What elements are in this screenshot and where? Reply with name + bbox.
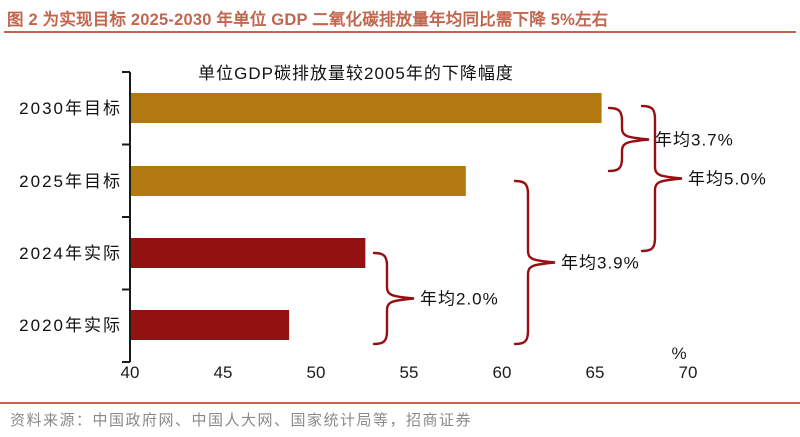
y-axis xyxy=(122,71,131,363)
category-label: 2024年实际 xyxy=(19,244,122,263)
category-label: 2020年实际 xyxy=(19,316,122,335)
x-axis-tick-label: 50 xyxy=(307,363,326,382)
annotation-label: 年均5.0% xyxy=(688,170,767,189)
brace-annotation xyxy=(640,104,683,253)
x-axis-tick-label: 40 xyxy=(121,363,140,382)
x-axis-tick-label: 60 xyxy=(493,363,512,382)
bar-2024年实际 xyxy=(131,238,366,268)
x-axis-tick-label: 45 xyxy=(214,363,233,382)
brace-annotation xyxy=(372,251,415,346)
figure-title: 图 2 为实现目标 2025-2030 年单位 GDP 二氧化碳排放量年均同比需… xyxy=(7,11,609,29)
chart-title: 单位GDP碳排放量较2005年的下降幅度 xyxy=(198,64,514,83)
source-note: 资料来源：中国政府网、中国人大网、国家统计局等，招商证券 xyxy=(10,412,473,429)
x-axis-tick-label: 55 xyxy=(400,363,419,382)
category-label: 2025年目标 xyxy=(19,172,122,191)
category-label: 2030年目标 xyxy=(19,99,122,118)
x-axis-tick-label: 70 xyxy=(679,363,698,382)
bar-2030年目标 xyxy=(131,93,602,123)
brace-annotation xyxy=(513,179,556,346)
brace-annotation xyxy=(607,106,650,173)
annotation-label: 年均2.0% xyxy=(420,290,499,309)
x-axis-unit-label: % xyxy=(671,344,686,363)
annotation-label: 年均3.9% xyxy=(561,254,640,273)
annotation-label: 年均3.7% xyxy=(655,131,734,150)
bar-2025年目标 xyxy=(131,166,466,196)
header-divider xyxy=(4,31,796,33)
bar-2020年实际 xyxy=(131,310,290,340)
x-axis-tick-label: 65 xyxy=(586,363,605,382)
footer-divider xyxy=(0,402,800,404)
